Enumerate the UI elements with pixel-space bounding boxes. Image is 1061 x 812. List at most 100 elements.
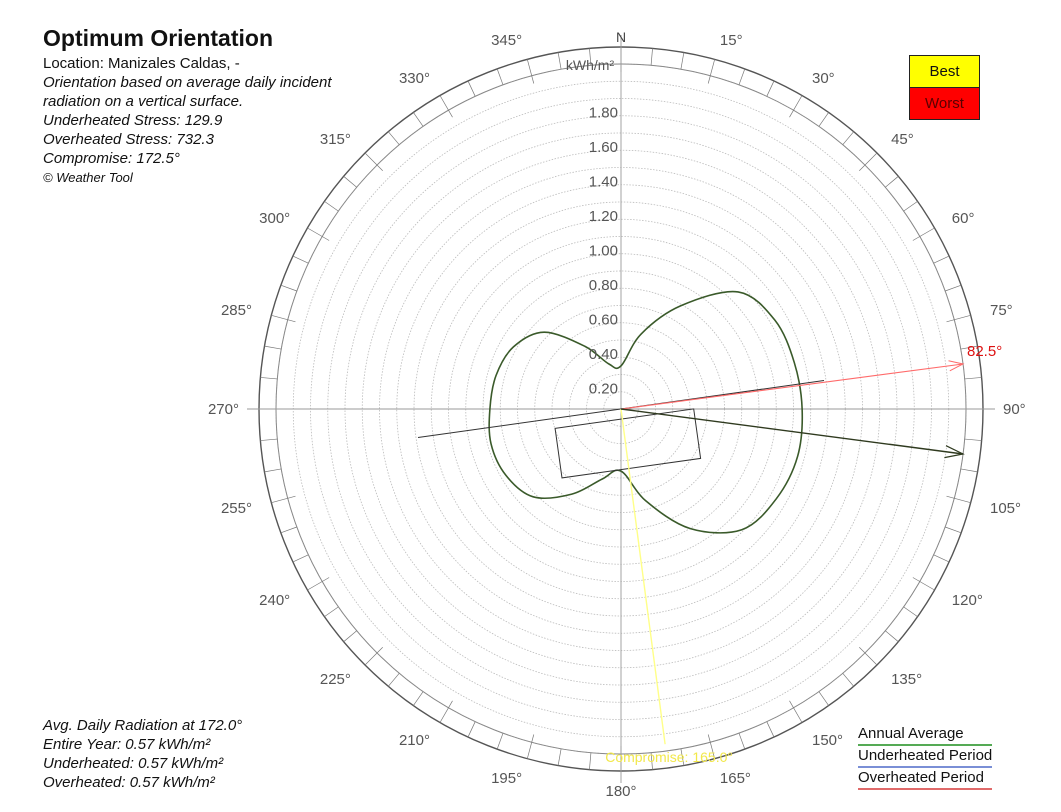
radial-tick-label: 0.20 xyxy=(589,381,618,398)
summary-entire-year: Entire Year: 0.57 kWh/m² xyxy=(43,736,211,753)
angle-tick xyxy=(707,59,716,84)
radial-tick-label: 1.40 xyxy=(589,174,618,191)
angle-label: 180° xyxy=(605,783,636,800)
angle-label: 165° xyxy=(720,770,751,787)
angle-tick xyxy=(789,95,803,118)
best-orientation-line xyxy=(620,408,964,455)
angle-tick xyxy=(526,59,535,84)
radial-tick-label: 0.60 xyxy=(589,312,618,329)
radial-tick-label: 1.00 xyxy=(589,243,618,260)
angle-label: 195° xyxy=(491,770,522,787)
angle-tick xyxy=(271,495,296,504)
copyright-text: © Weather Tool xyxy=(43,170,133,185)
radiation-curve xyxy=(488,290,804,534)
angle-tick xyxy=(439,700,453,723)
worst-orientation-label: 82.5° xyxy=(967,343,1002,360)
info-panel: Optimum Orientation Location: Manizales … xyxy=(43,24,332,187)
unit-label: kWh/m² xyxy=(566,57,615,73)
best-key: Best xyxy=(910,56,979,88)
overheated-stress: Overheated Stress: 732.3 xyxy=(43,131,214,148)
angle-label: 225° xyxy=(320,671,351,688)
legend-overheated: Overheated Period xyxy=(858,768,993,790)
radial-tick-label: 1.20 xyxy=(589,208,618,225)
legend-annual: Annual Average xyxy=(858,724,993,746)
angle-tick xyxy=(945,284,962,292)
angle-tick xyxy=(364,152,383,171)
angle-tick xyxy=(439,95,453,118)
angle-tick xyxy=(496,68,504,85)
angle-tick xyxy=(818,112,829,127)
angle-tick xyxy=(842,131,854,145)
angle-tick xyxy=(789,700,803,723)
angle-tick xyxy=(388,673,400,687)
angle-label: 255° xyxy=(221,500,252,517)
radial-tick-label: 0.40 xyxy=(589,346,618,363)
angle-tick xyxy=(324,606,339,617)
compromise-line xyxy=(620,408,666,745)
angle-label: 210° xyxy=(399,732,430,749)
angle-label: 330° xyxy=(399,70,430,87)
angle-label: 30° xyxy=(812,70,835,87)
best-arrow-head xyxy=(944,445,965,459)
angle-tick xyxy=(912,577,935,591)
description-line-2: radiation on a vertical surface. xyxy=(43,93,244,110)
angle-tick xyxy=(912,227,935,241)
radial-tick-label: 1.60 xyxy=(589,139,618,156)
angle-label: 315° xyxy=(320,131,351,148)
legend: Annual Average Underheated Period Overhe… xyxy=(858,724,993,790)
worst-orientation-line xyxy=(620,363,964,410)
angle-label: 45° xyxy=(891,131,914,148)
angle-label: 150° xyxy=(812,732,843,749)
angle-tick xyxy=(885,176,899,188)
angle-tick xyxy=(496,733,504,750)
line-layer xyxy=(417,360,965,745)
angle-label: 300° xyxy=(259,210,290,227)
description-line-1: Orientation based on average daily incid… xyxy=(43,74,332,91)
angle-tick xyxy=(933,554,950,563)
angle-label: 60° xyxy=(952,210,975,227)
angle-tick xyxy=(343,630,357,642)
angle-tick xyxy=(589,48,592,66)
angle-tick xyxy=(680,748,685,766)
location-text: Location: Manizales Caldas, - xyxy=(43,55,240,72)
angle-tick xyxy=(260,377,278,380)
angle-label: 345° xyxy=(491,32,522,49)
angle-tick xyxy=(738,68,746,85)
angle-tick xyxy=(292,255,309,264)
angle-tick xyxy=(964,438,982,441)
angle-label: 105° xyxy=(990,500,1021,517)
angle-tick xyxy=(964,377,982,380)
angle-tick xyxy=(271,314,296,323)
angle-tick xyxy=(260,438,278,441)
angle-tick xyxy=(946,495,971,504)
radial-tick-label: 1.80 xyxy=(589,105,618,122)
angle-label: 270° xyxy=(208,401,239,418)
angle-tick xyxy=(557,52,562,70)
angle-tick xyxy=(707,734,716,759)
legend-underheated: Underheated Period xyxy=(858,746,993,768)
angle-label: 240° xyxy=(259,592,290,609)
angle-tick xyxy=(307,227,330,241)
best-worst-key: Best Worst xyxy=(909,55,980,120)
summary-overheated: Overheated: 0.57 kWh/m² xyxy=(43,774,215,791)
compromise-label: Compromise: 165.0° xyxy=(605,749,733,765)
summary-panel: Avg. Daily Radiation at 172.0° Entire Ye… xyxy=(43,716,242,792)
angle-tick xyxy=(557,748,562,766)
angle-label: 120° xyxy=(952,592,983,609)
worst-key: Worst xyxy=(910,88,979,119)
worst-arrow-head xyxy=(948,360,965,372)
angle-tick xyxy=(280,284,297,292)
angle-tick xyxy=(960,345,978,350)
radial-tick-label: 0.80 xyxy=(589,277,618,294)
angle-tick xyxy=(903,606,918,617)
angle-tick xyxy=(467,80,476,97)
angle-tick xyxy=(650,48,653,66)
angle-tick xyxy=(766,721,775,738)
angle-tick xyxy=(818,691,829,706)
chart-title: Optimum Orientation xyxy=(43,25,273,51)
label-layer: 0.20 0.40 0.60 0.80 1.00 1.20 1.40 1.60 1.80 15° 3… xyxy=(208,32,1026,800)
angle-tick xyxy=(859,152,878,171)
angle-tick xyxy=(903,201,918,212)
angle-tick xyxy=(526,734,535,759)
angle-tick xyxy=(292,554,309,563)
